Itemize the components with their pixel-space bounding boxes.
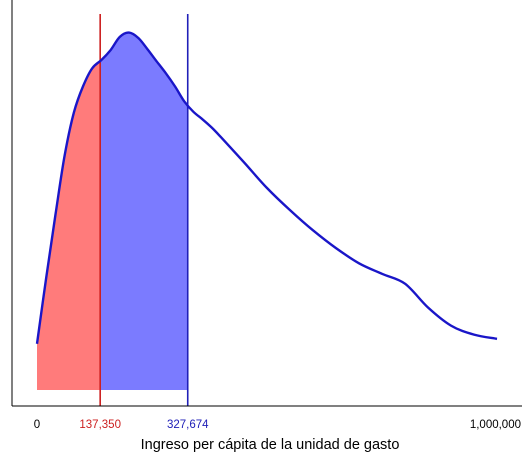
shaded-region-1 <box>37 61 101 390</box>
density-curve <box>35 31 498 344</box>
density-curve-group <box>35 31 498 344</box>
x-tick-label: 137,350 <box>79 419 121 431</box>
x-tick-label: 0 <box>34 419 40 431</box>
axes <box>11 0 522 407</box>
x-tick-labels: 0 137,350 327,674 1,000,000 <box>34 419 521 431</box>
shaded-regions <box>37 32 188 390</box>
shaded-region-2 <box>100 32 188 390</box>
x-tick-label: 1,000,000 <box>470 419 521 431</box>
x-axis-label: Ingreso per cápita de la unidad de gasto <box>141 437 400 453</box>
x-tick-label: 327,674 <box>167 419 209 431</box>
vertical-lines <box>99 14 189 406</box>
